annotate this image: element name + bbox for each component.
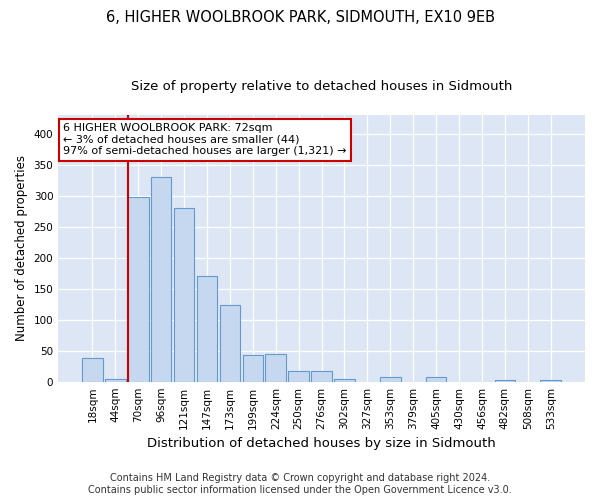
Text: 6 HIGHER WOOLBROOK PARK: 72sqm
← 3% of detached houses are smaller (44)
97% of s: 6 HIGHER WOOLBROOK PARK: 72sqm ← 3% of d… xyxy=(64,123,347,156)
Bar xyxy=(265,354,286,382)
Bar xyxy=(334,378,355,382)
Bar xyxy=(105,378,125,382)
Bar xyxy=(174,208,194,382)
Bar xyxy=(220,306,240,382)
Bar xyxy=(242,355,263,382)
Bar xyxy=(151,177,172,382)
Bar xyxy=(82,358,103,382)
Text: Contains HM Land Registry data © Crown copyright and database right 2024.
Contai: Contains HM Land Registry data © Crown c… xyxy=(88,474,512,495)
X-axis label: Distribution of detached houses by size in Sidmouth: Distribution of detached houses by size … xyxy=(147,437,496,450)
Bar xyxy=(380,378,401,382)
Y-axis label: Number of detached properties: Number of detached properties xyxy=(15,156,28,342)
Bar xyxy=(289,370,309,382)
Bar xyxy=(494,380,515,382)
Title: Size of property relative to detached houses in Sidmouth: Size of property relative to detached ho… xyxy=(131,80,512,93)
Bar xyxy=(128,197,149,382)
Bar xyxy=(541,380,561,382)
Text: 6, HIGHER WOOLBROOK PARK, SIDMOUTH, EX10 9EB: 6, HIGHER WOOLBROOK PARK, SIDMOUTH, EX10… xyxy=(106,10,494,25)
Bar xyxy=(197,276,217,382)
Bar xyxy=(311,370,332,382)
Bar xyxy=(426,378,446,382)
